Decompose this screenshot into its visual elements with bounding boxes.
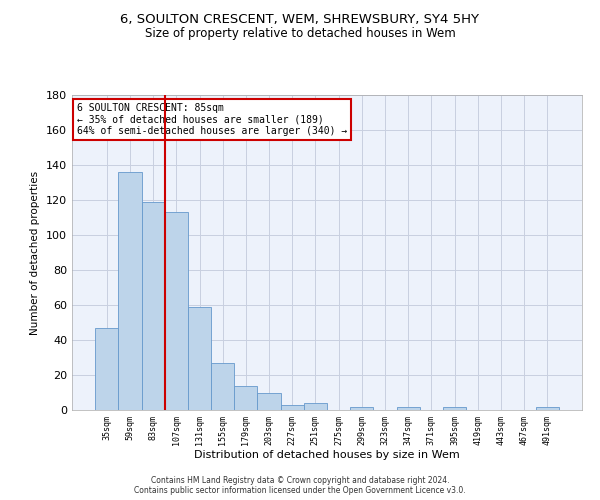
Bar: [304, 403, 327, 410]
Text: Contains HM Land Registry data © Crown copyright and database right 2024.
Contai: Contains HM Land Registry data © Crown c…: [134, 476, 466, 495]
Bar: [397, 406, 420, 410]
Bar: [234, 386, 257, 410]
Text: 6 SOULTON CRESCENT: 85sqm
← 35% of detached houses are smaller (189)
64% of semi: 6 SOULTON CRESCENT: 85sqm ← 35% of detac…: [77, 103, 347, 136]
Bar: [95, 328, 118, 410]
Text: Size of property relative to detached houses in Wem: Size of property relative to detached ho…: [145, 28, 455, 40]
Bar: [188, 306, 211, 410]
Bar: [536, 406, 559, 410]
Bar: [257, 392, 281, 410]
Bar: [118, 172, 142, 410]
Bar: [211, 363, 234, 410]
Text: 6, SOULTON CRESCENT, WEM, SHREWSBURY, SY4 5HY: 6, SOULTON CRESCENT, WEM, SHREWSBURY, SY…: [121, 12, 479, 26]
Y-axis label: Number of detached properties: Number of detached properties: [31, 170, 40, 334]
Bar: [443, 406, 466, 410]
X-axis label: Distribution of detached houses by size in Wem: Distribution of detached houses by size …: [194, 450, 460, 460]
Bar: [142, 202, 165, 410]
Bar: [165, 212, 188, 410]
Bar: [281, 405, 304, 410]
Bar: [350, 406, 373, 410]
